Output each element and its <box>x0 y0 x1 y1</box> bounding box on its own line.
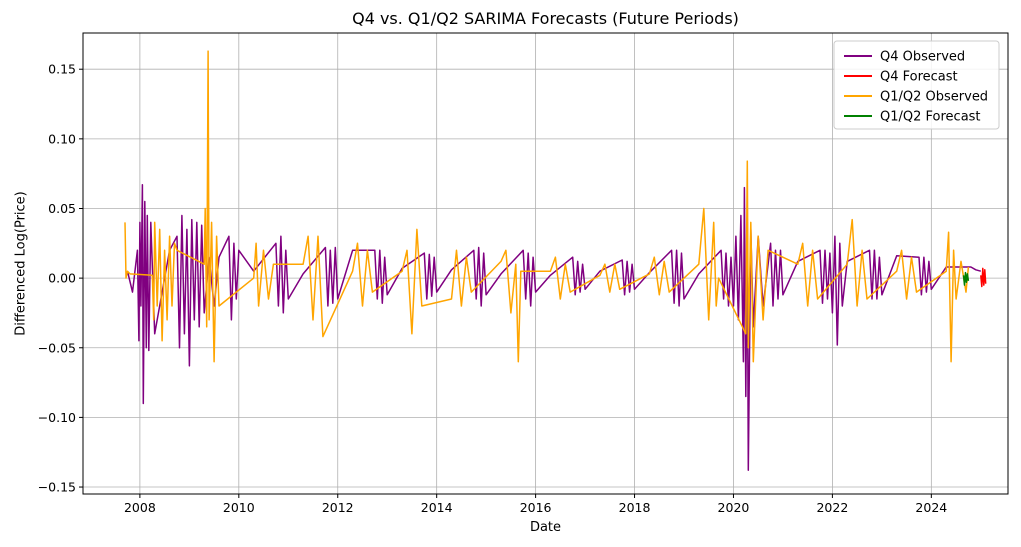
legend-label: Q1/Q2 Observed <box>880 90 988 105</box>
legend-label: Q4 Forecast <box>880 70 958 85</box>
x-tick-label: 2016 <box>520 500 552 515</box>
legend-box <box>833 40 1000 130</box>
x-tick-label: 2008 <box>124 500 156 515</box>
plot-frame <box>82 32 1009 495</box>
series-line-3 <box>124 50 970 363</box>
x-tick-label: 2014 <box>421 500 453 515</box>
x-axis-title: Date <box>530 520 561 535</box>
x-tick-label: 2022 <box>816 500 848 515</box>
y-tick-label: −0.15 <box>38 480 76 495</box>
legend-label: Q1/Q2 Forecast <box>880 110 981 125</box>
x-tick-label: 2018 <box>619 500 651 515</box>
x-tick-label: 2020 <box>718 500 750 515</box>
series-layer <box>124 50 987 472</box>
y-tick-label: −0.10 <box>38 410 76 425</box>
y-tick-label: 0.05 <box>48 201 76 216</box>
series-line-2 <box>980 267 987 288</box>
x-tick-label: 2010 <box>223 500 255 515</box>
legend-label: Q4 Observed <box>880 50 965 65</box>
y-tick-label: −0.05 <box>38 340 76 355</box>
x-tick-label: 2024 <box>915 500 947 515</box>
series-line-1 <box>126 184 982 472</box>
y-tick-label: 0.15 <box>48 62 76 77</box>
x-tick-label: 2012 <box>322 500 354 515</box>
y-tick-label: 0.00 <box>48 271 76 286</box>
chart-title: Q4 vs. Q1/Q2 SARIMA Forecasts (Future Pe… <box>352 9 739 28</box>
legend: Q4 Observed Q4 Forecast Q1/Q2 Observed Q1/Q… <box>833 40 1000 130</box>
series-line-4 <box>962 271 970 286</box>
y-tick-label: 0.10 <box>48 131 76 146</box>
y-axis-title: Differenced Log(Price) <box>14 191 29 335</box>
tick-layer: 2008 2010 2012 2014 2016 2018 2020 2022 2024 −0.1… <box>38 62 948 515</box>
